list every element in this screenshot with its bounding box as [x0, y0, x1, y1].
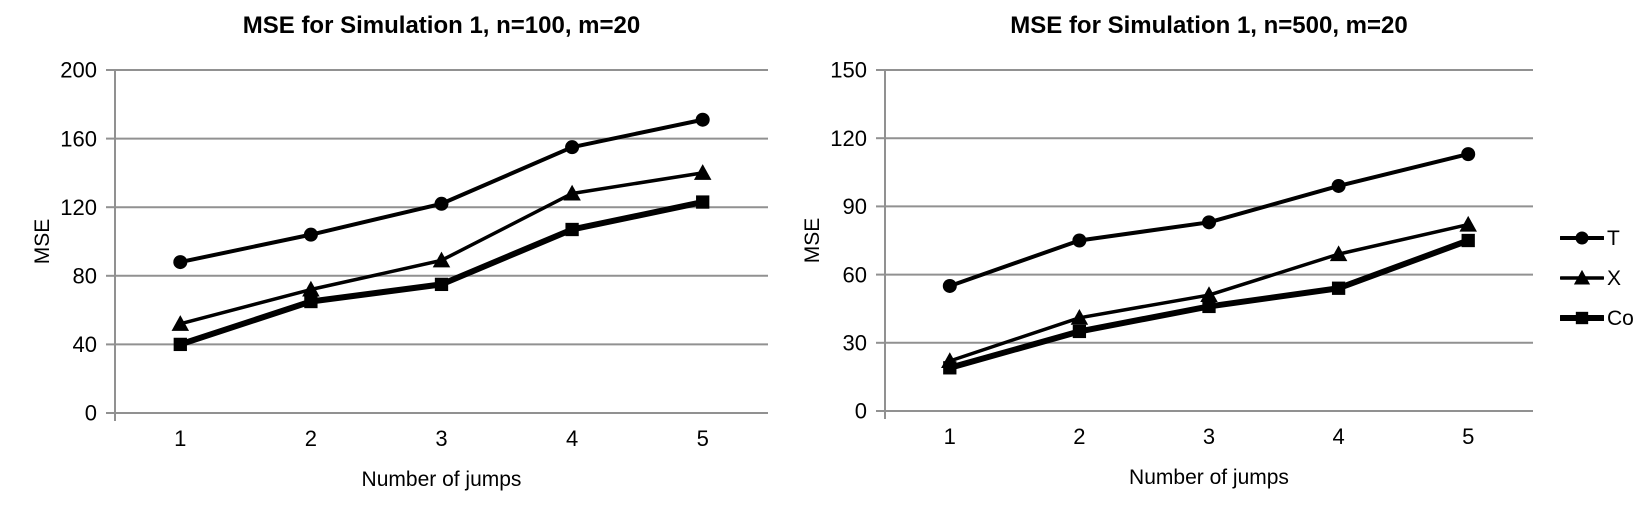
- chart-title: MSE for Simulation 1, n=500, m=20: [1010, 12, 1407, 39]
- y-tick-label: 40: [73, 332, 97, 357]
- chart-svg: MSE for Simulation 1, n=500, m=20 0 30 60 90…: [801, 12, 1533, 489]
- series-X-line: [178, 171, 705, 326]
- y-tick-label: 0: [85, 401, 97, 426]
- legend-item-co: Co: [1558, 298, 1634, 338]
- series-X-markers: [941, 215, 1477, 368]
- series-Co-markers: [943, 233, 1475, 375]
- series-Co-line: [177, 199, 706, 348]
- series-Co-markers: [173, 195, 710, 352]
- series-T-line: [178, 117, 705, 265]
- triangle-legend-sample: [1559, 269, 1605, 285]
- x-tick-label: 4: [1332, 424, 1344, 449]
- y-tick-label: 60: [843, 262, 867, 287]
- chart-legend: T X Co: [1558, 218, 1634, 338]
- y-axis-title: MSE: [801, 218, 824, 264]
- x-tick-label: 3: [435, 426, 447, 451]
- square-marker-icon: [1558, 308, 1606, 328]
- y-axis-title: MSE: [31, 219, 54, 265]
- y-tick-label: 80: [73, 264, 97, 289]
- y-tick-label: 160: [60, 126, 97, 151]
- x-axis-title: Number of jumps: [362, 468, 522, 491]
- legend-item-label: Co: [1607, 306, 1634, 330]
- circle-legend-sample: [1559, 231, 1605, 245]
- y-tick-label: 0: [855, 399, 867, 424]
- series-X-markers: [171, 164, 712, 331]
- chart-title: MSE for Simulation 1, n=100, m=20: [243, 12, 640, 39]
- x-tick-label: 5: [697, 426, 709, 451]
- y-tick-label: 90: [843, 194, 867, 219]
- circle-marker-icon: [1559, 228, 1605, 248]
- chart-mse-n100: MSE for Simulation 1, n=100, m=20 0 40 80 12…: [0, 0, 775, 505]
- legend-item-label: X: [1607, 266, 1622, 290]
- y-tick-label: 120: [830, 126, 867, 151]
- series-T-markers: [173, 112, 710, 270]
- x-tick-label: 1: [174, 426, 186, 451]
- y-tick-label: 120: [60, 195, 97, 220]
- y-tick-label: 30: [843, 331, 867, 356]
- y-tick-label: 200: [60, 58, 97, 83]
- x-tick-label: 1: [944, 424, 956, 449]
- triangle-marker-icon: [1559, 268, 1605, 288]
- x-tick-label: 3: [1203, 424, 1215, 449]
- chart-svg: MSE for Simulation 1, n=100, m=200408012…: [31, 12, 768, 491]
- x-axis-title: Number of jumps: [1129, 466, 1289, 489]
- x-tick-label: 2: [305, 426, 317, 451]
- square-legend-sample: [1558, 311, 1606, 325]
- x-tick-label: 2: [1073, 424, 1085, 449]
- y-tick-label: 150: [830, 58, 867, 83]
- x-tick-label: 5: [1462, 424, 1474, 449]
- legend-item-x: X: [1559, 258, 1634, 298]
- chart-mse-n500: MSE for Simulation 1, n=500, m=20 0 30 60 90…: [775, 0, 1540, 505]
- x-tick-label: 4: [566, 426, 578, 451]
- series-T-markers: [942, 147, 1476, 293]
- legend-item-label: T: [1607, 226, 1620, 250]
- legend-item-t: T: [1559, 218, 1634, 258]
